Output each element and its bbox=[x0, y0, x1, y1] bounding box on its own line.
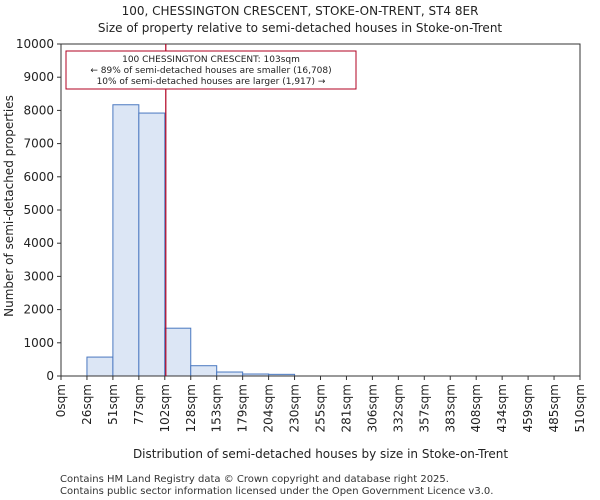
x-tick-label: 0sqm bbox=[54, 384, 68, 417]
chart-subtitle: Size of property relative to semi-detach… bbox=[97, 21, 503, 35]
annotation-line-2: ← 89% of semi-detached houses are smalle… bbox=[90, 66, 331, 76]
y-tick-label: 9000 bbox=[23, 70, 54, 84]
bar-128sqm bbox=[190, 365, 218, 377]
x-tick-label: 77sqm bbox=[132, 384, 146, 425]
footer-line-2: Contains public sector information licen… bbox=[60, 486, 494, 497]
y-axis-label: Number of semi-detached properties bbox=[2, 95, 16, 317]
x-tick-label: 281sqm bbox=[339, 384, 353, 432]
x-tick-label: 230sqm bbox=[288, 384, 302, 432]
x-tick-label: 255sqm bbox=[314, 384, 328, 432]
x-tick-label: 179sqm bbox=[236, 384, 250, 432]
x-tick-label: 408sqm bbox=[469, 384, 483, 432]
bar-153sqm bbox=[216, 371, 244, 377]
x-tick-label: 434sqm bbox=[495, 384, 509, 432]
x-tick-label: 153sqm bbox=[210, 384, 224, 432]
bar-51sqm bbox=[112, 104, 140, 377]
y-tick-label: 4000 bbox=[23, 236, 54, 250]
y-tick-label: 3000 bbox=[23, 269, 54, 283]
annotation-line-1: 100 CHESSINGTON CRESCENT: 103sqm bbox=[122, 55, 300, 65]
y-tick-label: 8000 bbox=[23, 103, 54, 117]
x-tick-label: 26sqm bbox=[80, 384, 94, 425]
x-tick-label: 128sqm bbox=[184, 384, 198, 432]
x-tick-label: 485sqm bbox=[547, 384, 561, 432]
annotation-line-3: 10% of semi-detached houses are larger (… bbox=[97, 77, 326, 87]
x-tick-label: 510sqm bbox=[573, 384, 587, 432]
x-tick-label: 51sqm bbox=[106, 384, 120, 425]
annotation-box bbox=[65, 50, 357, 90]
x-tick-label: 306sqm bbox=[365, 384, 379, 432]
x-tick-label: 204sqm bbox=[262, 384, 276, 432]
bar-chart: 0 1000 2000 3000 4000 5000 6000 7000 8000 9000 100… bbox=[2, 37, 587, 461]
footer-line-1: Contains HM Land Registry data © Crown c… bbox=[60, 474, 449, 485]
y-tick-label: 0 bbox=[46, 369, 54, 383]
y-tick-label: 1000 bbox=[23, 336, 54, 350]
y-tick-label: 2000 bbox=[23, 303, 54, 317]
bar-77sqm bbox=[138, 112, 166, 377]
x-tick-label: 357sqm bbox=[417, 384, 431, 432]
y-tick-label: 10000 bbox=[16, 37, 54, 51]
chart-title: 100, CHESSINGTON CRESCENT, STOKE-ON-TREN… bbox=[121, 4, 479, 18]
x-tick-label: 459sqm bbox=[521, 384, 535, 432]
x-tick-label: 102sqm bbox=[158, 384, 172, 432]
x-axis-label: Distribution of semi-detached houses by … bbox=[133, 447, 508, 461]
bar-26sqm bbox=[86, 356, 114, 377]
bar-102sqm bbox=[164, 327, 192, 377]
x-tick-label: 332sqm bbox=[391, 384, 405, 432]
x-tick-label: 383sqm bbox=[443, 384, 457, 432]
y-tick-label: 5000 bbox=[23, 203, 54, 217]
y-tick-label: 6000 bbox=[23, 170, 54, 184]
y-tick-label: 7000 bbox=[23, 137, 54, 151]
